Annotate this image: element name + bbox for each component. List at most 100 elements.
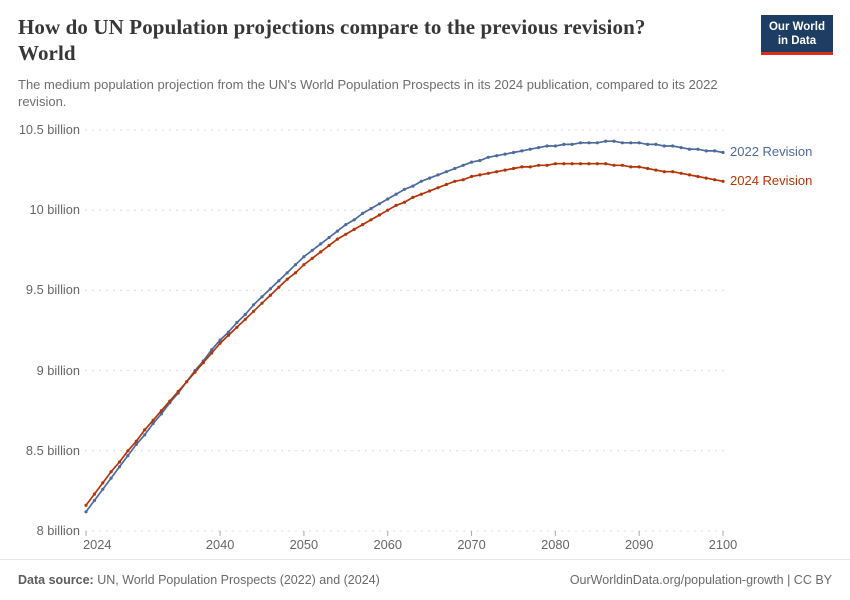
data-source-label: Data source: — [18, 573, 94, 587]
data-point — [402, 200, 407, 204]
data-point — [428, 189, 432, 193]
data-point — [528, 165, 532, 169]
data-point — [109, 476, 113, 480]
data-point — [654, 142, 658, 146]
data-point — [687, 173, 692, 177]
data-point — [168, 399, 172, 403]
data-point — [545, 144, 549, 148]
data-point — [545, 163, 549, 167]
x-axis-tick-label: 2050 — [289, 537, 319, 552]
data-point — [260, 301, 264, 305]
data-point — [646, 166, 650, 171]
data-point — [495, 170, 499, 174]
data-point — [595, 141, 599, 145]
x-axis-tick-label: 2070 — [457, 537, 486, 552]
data-point — [478, 158, 482, 163]
series-line-2022-revision — [85, 140, 724, 513]
data-point — [361, 223, 365, 227]
data-point — [369, 218, 373, 222]
data-point — [319, 242, 323, 246]
owid-logo-line1: Our World — [768, 21, 825, 33]
data-point — [679, 146, 683, 150]
data-source-note: Data source: UN, World Population Prospe… — [18, 573, 380, 587]
data-point — [151, 421, 155, 426]
chart-title-entity: World — [18, 41, 76, 65]
data-point — [293, 263, 298, 267]
chart-title: How do UN Population projections compare… — [18, 14, 748, 66]
data-point — [562, 162, 566, 166]
series-end-label-2022-revision: 2022 Revision — [730, 144, 813, 160]
data-point — [176, 389, 180, 394]
data-point — [109, 470, 113, 474]
data-point — [528, 147, 532, 151]
data-point — [646, 142, 650, 146]
x-axis-tick-label: 2040 — [205, 537, 235, 552]
data-point — [117, 465, 122, 469]
data-point — [461, 178, 465, 182]
data-point — [285, 277, 289, 281]
data-point — [553, 162, 558, 166]
data-point — [578, 162, 583, 166]
data-point — [386, 197, 390, 201]
data-point — [352, 218, 356, 222]
data-point — [117, 460, 122, 464]
data-point — [101, 487, 105, 491]
data-point — [637, 165, 641, 169]
data-point — [361, 211, 365, 215]
data-point — [252, 309, 256, 313]
data-point — [352, 227, 356, 231]
data-point — [721, 179, 725, 183]
x-axis-tick-label: 2024 — [83, 537, 112, 552]
data-point — [377, 202, 381, 206]
data-point — [344, 232, 348, 236]
data-point — [268, 293, 272, 297]
data-point — [302, 255, 306, 259]
series-line-2024-revision — [85, 162, 724, 507]
y-axis-tick-label: 8.5 billion — [25, 442, 80, 458]
owid-logo-line2: in Data — [777, 35, 817, 47]
data-point — [520, 149, 524, 153]
x-axis-tick-label: 2060 — [373, 537, 402, 552]
data-point — [629, 165, 633, 169]
y-axis-tick-label: 9 billion — [36, 362, 80, 378]
data-point — [335, 229, 339, 233]
data-point — [587, 162, 591, 166]
data-point — [679, 171, 683, 175]
data-point — [126, 449, 130, 453]
x-axis-tick-label: 2100 — [708, 537, 738, 552]
data-point — [159, 412, 163, 416]
data-point — [394, 192, 398, 196]
data-point — [662, 170, 666, 174]
data-point — [226, 333, 231, 337]
x-axis-tick-label: 2080 — [541, 537, 570, 552]
data-point — [319, 250, 323, 254]
data-point — [486, 171, 490, 175]
data-point — [327, 243, 331, 248]
series-end-label-2024-revision: 2024 Revision — [730, 173, 813, 189]
data-point — [235, 325, 239, 329]
data-point — [687, 147, 692, 151]
data-point — [377, 213, 381, 217]
data-point — [713, 178, 717, 182]
data-point — [503, 168, 507, 172]
data-point — [235, 320, 239, 325]
data-point — [428, 176, 432, 180]
data-point — [612, 163, 616, 167]
data-point — [277, 285, 281, 289]
data-point — [444, 170, 448, 174]
data-point — [411, 184, 415, 188]
data-point — [84, 503, 88, 507]
data-point — [587, 141, 591, 145]
data-point — [268, 287, 272, 291]
y-axis-tick-label: 10 billion — [29, 202, 80, 218]
data-point — [637, 141, 641, 145]
data-point — [486, 155, 490, 159]
data-point — [193, 370, 197, 374]
data-point — [470, 160, 474, 164]
data-point — [470, 174, 474, 179]
data-point — [252, 303, 256, 307]
data-point — [461, 163, 465, 167]
data-point — [503, 152, 507, 156]
data-point — [243, 317, 247, 321]
data-point — [134, 442, 138, 446]
